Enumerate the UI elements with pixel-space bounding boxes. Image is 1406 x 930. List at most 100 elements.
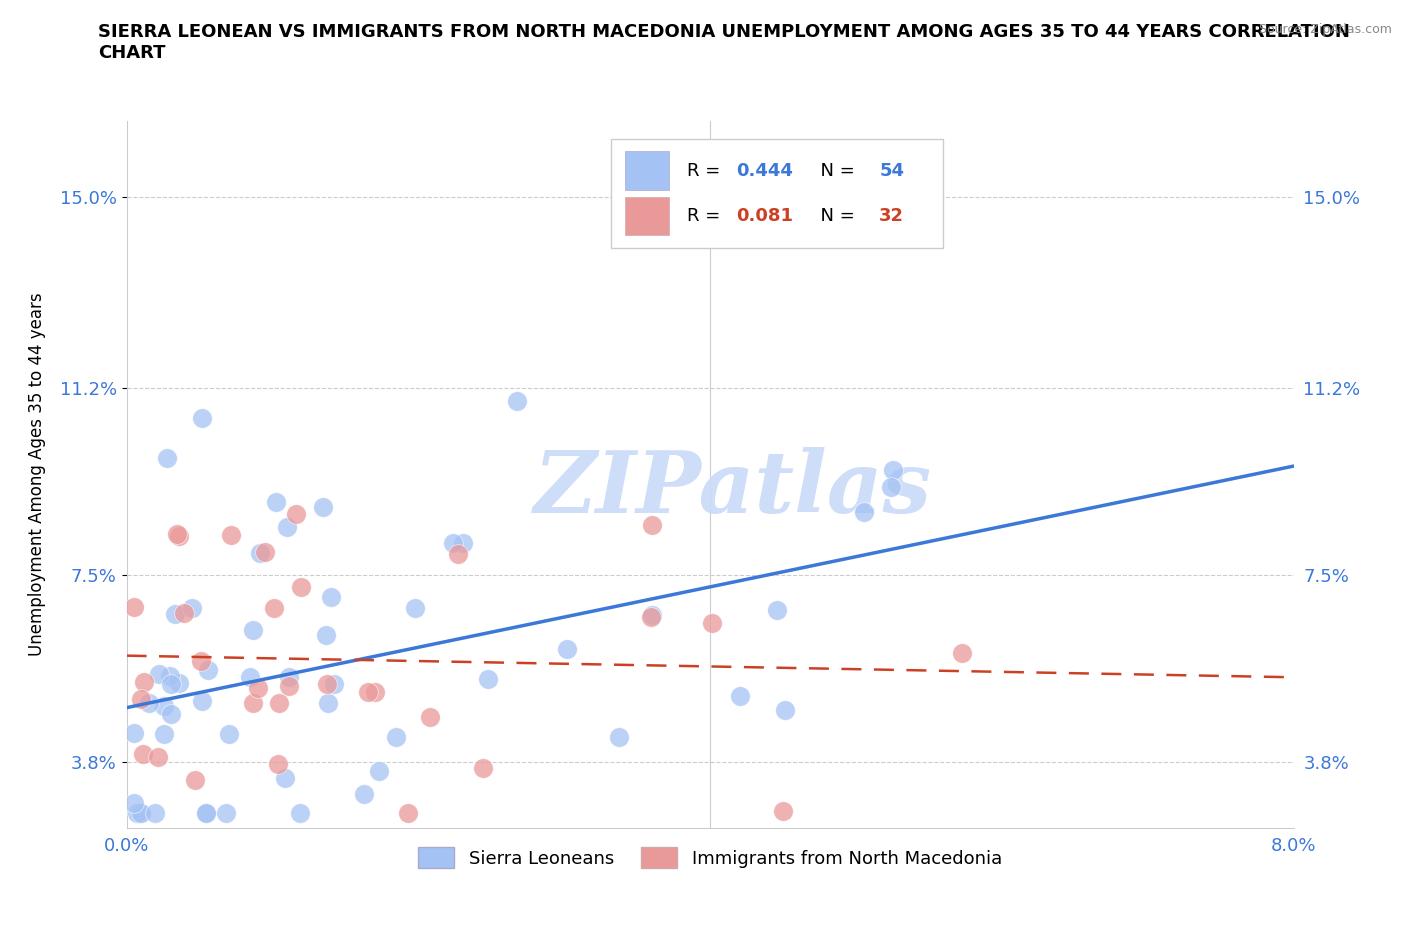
Point xyxy=(242,696,264,711)
Text: N =: N = xyxy=(810,207,860,225)
Point xyxy=(316,677,339,692)
Point xyxy=(215,805,238,820)
Point xyxy=(555,642,578,657)
Point xyxy=(404,600,426,615)
Point xyxy=(419,709,441,724)
Point xyxy=(641,517,664,532)
FancyBboxPatch shape xyxy=(624,152,669,190)
Point xyxy=(160,677,183,692)
Point xyxy=(273,771,295,786)
Text: 0.081: 0.081 xyxy=(735,207,793,225)
Text: N =: N = xyxy=(810,162,860,179)
Point xyxy=(880,480,903,495)
Point xyxy=(160,706,183,721)
Point xyxy=(138,696,160,711)
Y-axis label: Unemployment Among Ages 35 to 44 years: Unemployment Among Ages 35 to 44 years xyxy=(28,293,46,656)
Point xyxy=(506,393,529,408)
Text: ZIPatlas: ZIPatlas xyxy=(534,446,932,530)
Point xyxy=(882,462,904,477)
Text: 54: 54 xyxy=(879,162,904,179)
Point xyxy=(132,747,155,762)
Point xyxy=(263,601,285,616)
Point xyxy=(131,692,153,707)
Point xyxy=(641,608,664,623)
Point xyxy=(173,605,195,620)
Text: 32: 32 xyxy=(879,207,904,225)
Point xyxy=(194,805,217,820)
Point xyxy=(152,726,174,741)
Text: R =: R = xyxy=(686,207,725,225)
Point xyxy=(322,677,344,692)
Point xyxy=(267,756,290,771)
Point xyxy=(441,536,464,551)
Point xyxy=(385,729,408,744)
Point xyxy=(166,526,188,541)
Point xyxy=(766,603,789,618)
Point xyxy=(129,805,152,820)
Point xyxy=(312,499,335,514)
Point xyxy=(447,547,470,562)
Point xyxy=(190,654,212,669)
Point xyxy=(218,726,240,741)
Point xyxy=(316,696,339,711)
Point xyxy=(195,805,218,820)
FancyBboxPatch shape xyxy=(624,196,669,235)
Point xyxy=(950,645,973,660)
Point xyxy=(191,411,214,426)
Point xyxy=(853,505,876,520)
Point xyxy=(165,607,187,622)
Point xyxy=(159,669,181,684)
Point xyxy=(290,579,312,594)
Point xyxy=(773,702,796,717)
Point xyxy=(451,536,474,551)
FancyBboxPatch shape xyxy=(610,139,943,248)
Point xyxy=(364,684,387,699)
Point xyxy=(197,662,219,677)
Point xyxy=(191,694,214,709)
Point xyxy=(132,674,155,689)
Point xyxy=(148,667,170,682)
Point xyxy=(152,699,174,714)
Point xyxy=(167,528,190,543)
Point xyxy=(221,527,243,542)
Point xyxy=(607,729,630,744)
Point xyxy=(122,725,145,740)
Point xyxy=(267,696,290,711)
Point xyxy=(253,544,276,559)
Text: Source: ZipAtlas.com: Source: ZipAtlas.com xyxy=(1258,23,1392,36)
Point xyxy=(276,519,298,534)
Point xyxy=(125,805,148,820)
Point xyxy=(277,679,299,694)
Point xyxy=(128,805,150,820)
Point xyxy=(181,600,204,615)
Text: 0.444: 0.444 xyxy=(735,162,793,179)
Text: SIERRA LEONEAN VS IMMIGRANTS FROM NORTH MACEDONIA UNEMPLOYMENT AMONG AGES 35 TO : SIERRA LEONEAN VS IMMIGRANTS FROM NORTH … xyxy=(98,23,1350,62)
Point xyxy=(122,600,145,615)
Point xyxy=(264,495,287,510)
Point xyxy=(730,688,752,703)
Point xyxy=(122,796,145,811)
Point xyxy=(772,804,794,818)
Point xyxy=(353,786,375,801)
Point xyxy=(321,590,343,604)
Text: R =: R = xyxy=(686,162,725,179)
Point xyxy=(156,451,179,466)
Point xyxy=(242,622,264,637)
Point xyxy=(288,805,311,820)
Point xyxy=(357,684,380,699)
Point xyxy=(640,610,662,625)
Point xyxy=(184,772,207,787)
Point xyxy=(471,761,494,776)
Point xyxy=(239,670,262,684)
Point xyxy=(247,681,270,696)
Point xyxy=(146,749,169,764)
Point xyxy=(278,670,301,684)
Point xyxy=(702,616,724,631)
Point xyxy=(477,671,499,686)
Point xyxy=(143,805,166,820)
Point xyxy=(396,805,419,820)
Point xyxy=(315,628,337,643)
Point xyxy=(249,545,271,560)
Point xyxy=(284,507,307,522)
Point xyxy=(367,764,389,778)
